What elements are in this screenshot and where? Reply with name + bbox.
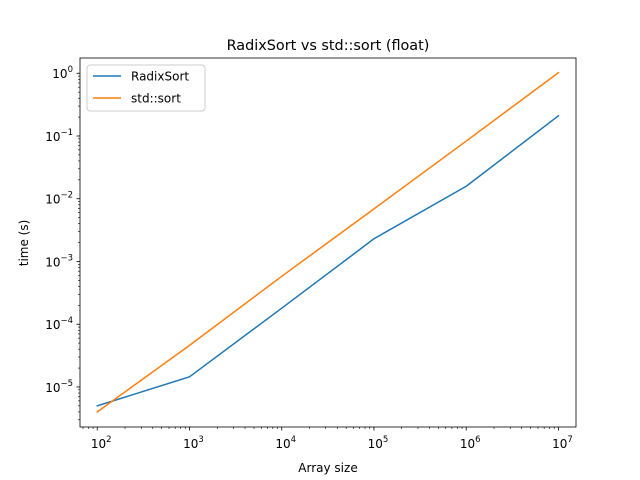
y-tick-label: 10−3 bbox=[45, 253, 73, 269]
x-tick-label: 104 bbox=[275, 435, 296, 451]
series-line-std-sort bbox=[96, 71, 560, 413]
y-tick-label: 10−1 bbox=[45, 128, 73, 144]
plot-area: 102 103 104 105 106 107 10−5 10−4 10−3 10−2 10−1 10… bbox=[45, 57, 577, 451]
series-line-radixsort bbox=[96, 114, 560, 407]
x-tick-label: 107 bbox=[552, 435, 573, 451]
legend-label: std::sort bbox=[131, 92, 181, 106]
axes-frame bbox=[79, 57, 577, 428]
x-tick-label: 106 bbox=[460, 435, 481, 451]
y-tick-label: 100 bbox=[52, 65, 73, 81]
y-axis-label: time (s) bbox=[17, 220, 31, 267]
y-tick-label: 10−4 bbox=[45, 316, 73, 332]
y-tick-label: 10−5 bbox=[45, 379, 73, 395]
y-tick-label: 10−2 bbox=[45, 191, 73, 207]
x-tick-label: 103 bbox=[183, 435, 204, 451]
legend-label: RadixSort bbox=[131, 70, 189, 84]
chart-title: RadixSort vs std::sort (float) bbox=[227, 38, 430, 54]
x-axis-label: Array size bbox=[298, 461, 357, 475]
x-tick-label: 102 bbox=[91, 435, 112, 451]
x-tick-label: 105 bbox=[368, 435, 389, 451]
